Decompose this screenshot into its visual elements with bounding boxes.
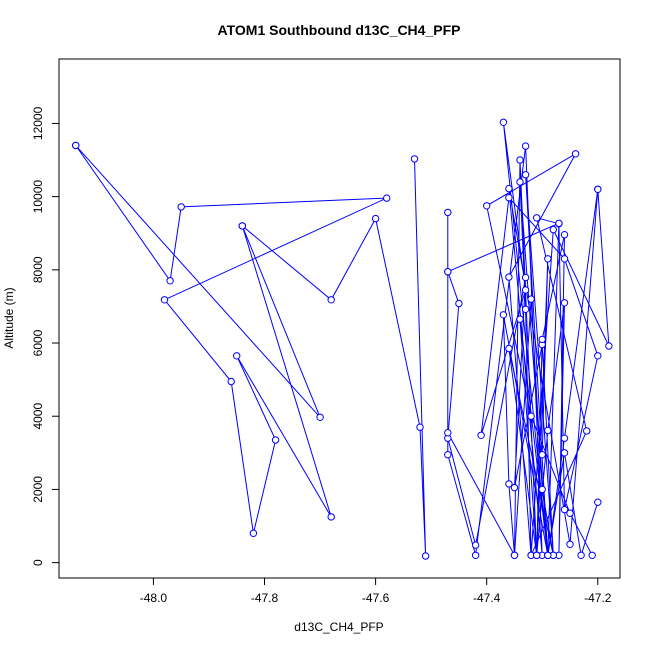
data-point-5-8 bbox=[544, 255, 552, 263]
data-point-6-4 bbox=[560, 434, 569, 442]
x-tick-label-3: -47.6 bbox=[362, 591, 390, 605]
data-point-4-21 bbox=[505, 480, 513, 488]
data-point-2-2 bbox=[327, 296, 335, 304]
data-point-1-12 bbox=[166, 277, 174, 285]
data-point-6-5 bbox=[594, 185, 602, 194]
data-point-4-9 bbox=[521, 171, 530, 179]
data-point-3-9 bbox=[605, 342, 613, 350]
data-point-4-4 bbox=[471, 541, 480, 549]
data-point-2-4 bbox=[416, 423, 424, 431]
series-line-4 bbox=[447, 159, 599, 556]
data-point-3-30 bbox=[566, 509, 574, 517]
data-point-3-12 bbox=[521, 305, 530, 313]
x-tick-label-5: -47.2 bbox=[584, 591, 612, 605]
data-point-1-9 bbox=[160, 296, 169, 304]
data-point-2-6 bbox=[410, 155, 419, 163]
y-axis: 0 2000 4000 6000 8000 10000 12000 bbox=[31, 106, 60, 566]
data-point-5-9 bbox=[538, 451, 546, 459]
data-point-5-7 bbox=[533, 551, 541, 559]
x-tick-label-4: -47.4 bbox=[473, 591, 501, 605]
data-point-5-3 bbox=[527, 295, 535, 303]
data-point-3-6 bbox=[505, 184, 513, 193]
data-point-5-6 bbox=[505, 344, 513, 353]
data-point-3-19 bbox=[560, 255, 569, 263]
chart-title: ATOM1 Southbound d13C_CH4_PFP bbox=[218, 22, 461, 38]
points-layer bbox=[72, 118, 613, 560]
data-point-4-19 bbox=[516, 156, 524, 164]
data-point-6-1 bbox=[444, 268, 452, 276]
y-tick-label-1: 0 bbox=[31, 559, 45, 566]
data-point-4-16 bbox=[560, 231, 569, 239]
data-point-1-13 bbox=[72, 141, 80, 150]
data-point-3-10 bbox=[549, 225, 557, 234]
data-point-4-22 bbox=[499, 311, 508, 319]
data-point-3-17 bbox=[477, 431, 485, 439]
y-axis-label: Altitude (m) bbox=[2, 287, 16, 348]
data-point-5-2 bbox=[510, 551, 519, 559]
data-point-3-26 bbox=[505, 273, 513, 281]
series-line-2 bbox=[241, 158, 427, 557]
data-point-1-8 bbox=[227, 377, 235, 386]
data-point-1-7 bbox=[249, 529, 258, 537]
data-point-3-15 bbox=[499, 118, 508, 127]
data-point-1-4 bbox=[327, 513, 335, 521]
data-point-3-28 bbox=[483, 202, 491, 210]
data-point-3-13 bbox=[516, 178, 524, 186]
x-tick-label-1: -48.0 bbox=[140, 591, 168, 605]
data-point-3-27 bbox=[571, 150, 580, 158]
data-point-4-13 bbox=[544, 426, 552, 435]
x-tick-label-2: -47.8 bbox=[251, 591, 279, 605]
data-point-1-11 bbox=[177, 203, 185, 211]
y-tick-label-2: 2000 bbox=[31, 476, 45, 503]
data-point-4-17 bbox=[538, 335, 546, 344]
data-point-1-2 bbox=[316, 413, 324, 421]
data-point-2-1 bbox=[238, 222, 247, 230]
data-point-1-10 bbox=[383, 194, 391, 202]
y-tick-label-3: 4000 bbox=[31, 403, 45, 430]
data-point-4-14 bbox=[560, 299, 569, 307]
data-point-6-3 bbox=[544, 551, 552, 559]
data-point-3-24 bbox=[583, 427, 591, 435]
data-point-5-4 bbox=[538, 485, 546, 494]
data-point-3-18 bbox=[505, 194, 513, 202]
data-point-4-6 bbox=[510, 483, 519, 492]
data-point-5-1 bbox=[444, 429, 452, 437]
data-point-2-5 bbox=[421, 552, 430, 560]
data-point-2-3 bbox=[371, 214, 380, 223]
data-point-4-26 bbox=[594, 498, 602, 506]
data-point-3-1 bbox=[444, 208, 452, 217]
data-point-4-24 bbox=[560, 449, 569, 457]
data-point-3-2 bbox=[444, 451, 452, 459]
data-point-3-21 bbox=[560, 505, 569, 514]
x-axis-label: d13C_CH4_PFP bbox=[294, 620, 383, 634]
y-tick-label-6: 10000 bbox=[31, 180, 45, 214]
y-tick-label-5: 8000 bbox=[31, 256, 45, 283]
data-point-3-3 bbox=[471, 551, 480, 559]
y-tick-label-7: 12000 bbox=[31, 106, 45, 140]
data-point-3-16 bbox=[521, 286, 530, 294]
x-axis: -48.0 -47.8 -47.6 -47.4 -47.2 bbox=[140, 577, 612, 605]
data-point-3-31 bbox=[588, 551, 596, 559]
data-point-3-29 bbox=[527, 412, 535, 420]
y-tick-label-4: 6000 bbox=[31, 329, 45, 356]
data-point-3-20 bbox=[594, 352, 602, 360]
data-point-3-7 bbox=[566, 540, 574, 548]
data-point-3-4 bbox=[521, 142, 530, 150]
data-point-3-23 bbox=[533, 214, 541, 222]
data-point-4-11 bbox=[516, 315, 524, 323]
data-point-4-2 bbox=[455, 299, 463, 308]
data-point-1-6 bbox=[271, 436, 280, 444]
data-point-6-2 bbox=[555, 219, 563, 228]
data-point-4-5 bbox=[521, 273, 530, 282]
data-point-1-5 bbox=[233, 352, 241, 360]
data-point-4-25 bbox=[577, 551, 585, 559]
